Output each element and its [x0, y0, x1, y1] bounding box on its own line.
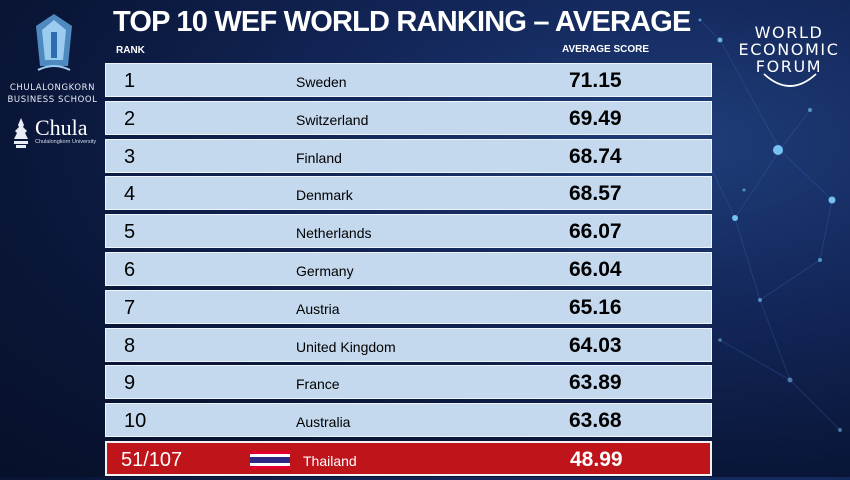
score-cell: 66.07: [569, 220, 622, 244]
score-cell: 68.57: [569, 182, 622, 206]
ranking-row: 8 United Kingdom 64.03: [105, 327, 712, 362]
rank-cell: 7: [124, 296, 136, 319]
country-cell: Netherlands: [296, 225, 372, 242]
score-cell: 68.74: [569, 144, 622, 168]
wef-swoosh-icon: [763, 73, 817, 87]
country-cell: Finland: [296, 149, 342, 166]
business-school-emblem-icon: [36, 14, 72, 71]
country-cell: Switzerland: [296, 111, 369, 128]
thailand-flag-icon: [250, 450, 290, 469]
country-cell: Australia: [296, 414, 351, 431]
ranking-row: 1 Sweden 71.15: [105, 63, 712, 97]
ranking-row: 9 France 63.89: [105, 365, 712, 400]
wef-logo-line1: WORLD: [754, 23, 824, 42]
chula-crest-icon: [14, 118, 28, 148]
rank-cell: 6: [124, 258, 136, 281]
rank-cell: 2: [124, 107, 136, 130]
ranking-row: 3 Finland 68.74: [105, 138, 712, 173]
country-cell: Germany: [296, 262, 354, 279]
rank-cell: 10: [124, 410, 147, 433]
country-cell: Thailand: [303, 452, 357, 469]
ranking-row: 10 Australia 63.68: [105, 403, 712, 438]
rank-cell: 5: [124, 221, 136, 244]
wef-logo: WORLD ECONOMIC FORUM: [735, 24, 843, 75]
score-cell: 64.03: [569, 333, 622, 357]
rank-cell: 4: [124, 183, 136, 206]
highlight-row-thailand: 51/107 Thailand 48.99: [105, 440, 712, 476]
country-cell: Sweden: [296, 74, 347, 90]
chula-wordmark: Chula: [35, 115, 88, 140]
rank-cell: 51/107: [121, 448, 183, 471]
score-column-header: AVERAGE SCORE: [562, 44, 650, 55]
ranking-row: 7 Austria 65.16: [105, 289, 712, 324]
rank-column-header: RANK: [116, 45, 145, 56]
ranking-row: 2 Switzerland 69.49: [105, 100, 712, 135]
rank-cell: 1: [124, 70, 136, 92]
score-cell: 69.49: [569, 106, 622, 130]
score-cell: 66.04: [569, 257, 622, 281]
ranking-row: 6 Germany 66.04: [105, 251, 712, 286]
ranking-row: 4 Denmark 68.57: [105, 176, 712, 211]
chula-subtitle: Chulalongkorn University: [35, 139, 97, 145]
score-cell: 63.89: [569, 371, 622, 395]
ranking-table: 1 Sweden 71.15 2 Switzerland 69.49 3 Fin…: [105, 63, 712, 480]
rank-cell: 3: [124, 145, 136, 168]
rank-cell: 9: [124, 372, 136, 395]
score-cell: 65.16: [569, 295, 622, 319]
school-name-line2: BUSINESS SCHOOL: [7, 95, 98, 105]
wef-logo-line3: FORUM: [755, 57, 823, 76]
left-logo-panel: CHULALONGKORN BUSINESS SCHOOL Chula Chul…: [0, 0, 105, 477]
country-cell: France: [296, 376, 340, 393]
country-cell: Denmark: [296, 187, 353, 204]
page-title: TOP 10 WEF WORLD RANKING – AVERAGE: [113, 6, 691, 38]
score-cell: 63.68: [569, 409, 622, 433]
score-cell: 71.15: [569, 69, 622, 92]
school-name-line1: CHULALONGKORN: [9, 83, 96, 93]
ranking-row: 5 Netherlands 66.07: [105, 214, 712, 249]
wef-logo-line2: ECONOMIC: [738, 40, 840, 59]
rank-cell: 8: [124, 334, 136, 357]
score-cell: 48.99: [570, 447, 623, 471]
country-cell: Austria: [296, 300, 340, 317]
country-cell: United Kingdom: [296, 338, 396, 355]
